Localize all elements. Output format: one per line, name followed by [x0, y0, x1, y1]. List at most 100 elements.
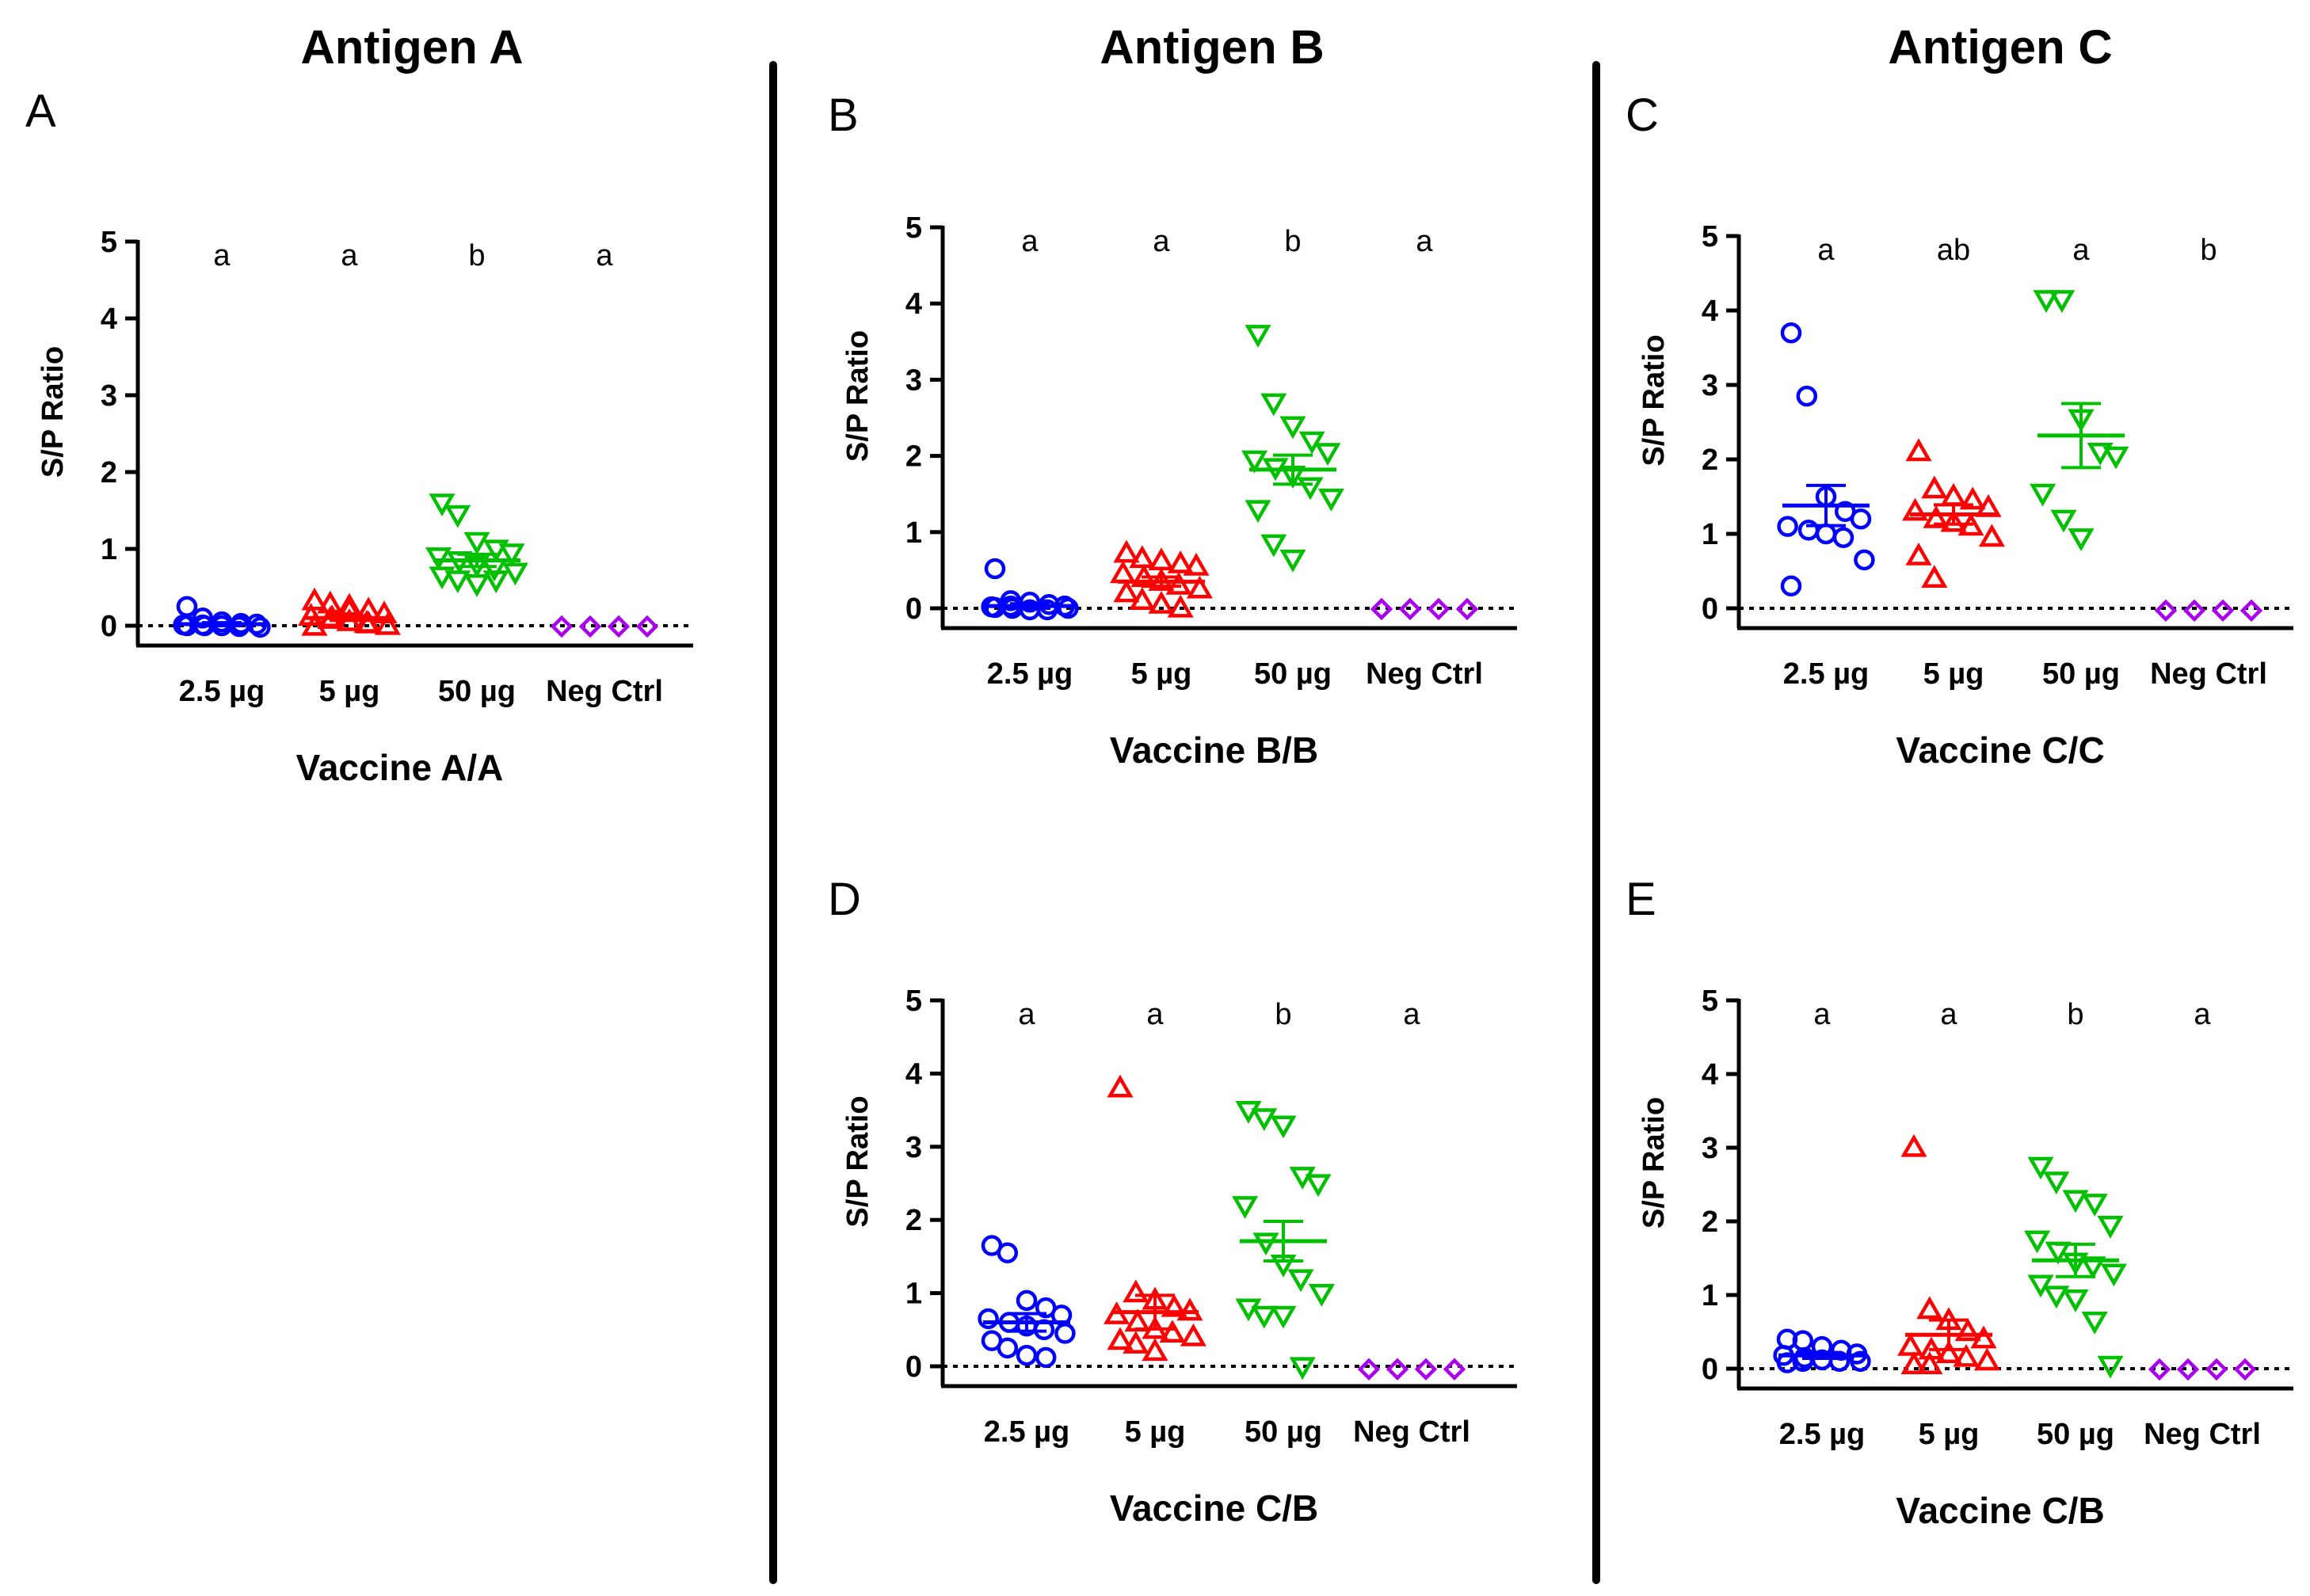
y-tick-label: 3: [905, 1131, 922, 1164]
data-point: [1129, 587, 1156, 610]
panel-e: E 0 1 2 3 4 5 S/P Ratio 2.5 µg a 5 µg a 50 µg b Neg Ct…: [1626, 874, 2293, 1531]
data-point: [2030, 483, 2057, 507]
data-point: [1251, 1108, 1278, 1132]
series-50-g: [425, 493, 528, 597]
data-point: [2182, 599, 2206, 623]
series-2-5-g: [981, 558, 1079, 621]
data-point: [1161, 1293, 1187, 1317]
series-5-g: [298, 587, 401, 636]
x-category-label: Neg Ctrl: [546, 675, 663, 708]
significance-letter: a: [596, 239, 613, 272]
data-point: [2050, 509, 2077, 533]
data-point: [2097, 1355, 2124, 1379]
series-neg-ctrl: [550, 615, 659, 638]
y-tick-label: 4: [905, 288, 922, 321]
data-point: [1270, 1305, 1297, 1329]
data-point: [1954, 1318, 1981, 1342]
data-point: [1123, 1279, 1149, 1303]
series-2-5-g: [1777, 322, 1875, 597]
y-tick-label: 4: [1702, 295, 1718, 328]
data-point: [997, 1242, 1019, 1264]
panels-group: A 0 1 2 3 4 5 S/P Ratio 2.5 µg a 5 µg a 50 µg b Neg Ct…: [25, 86, 2293, 1531]
y-tick-label: 5: [1702, 985, 1718, 1018]
data-point: [2176, 1358, 2200, 1381]
data-point: [1123, 1331, 1149, 1354]
x-category-label: 50 µg: [438, 675, 516, 708]
significance-letter: a: [2072, 234, 2090, 267]
data-point: [1297, 477, 1324, 501]
x-category-label: 5 µg: [1131, 657, 1192, 691]
panel-b: B 0 1 2 3 4 5 S/P Ratio 2.5 µg a 5 µg a 50 µg b Neg Ct…: [828, 90, 1517, 771]
data-point: [997, 1337, 1019, 1359]
significance-letter: a: [1018, 998, 1035, 1031]
series-2-5-g: [1773, 1328, 1871, 1373]
series-50-g: [2024, 1156, 2127, 1379]
data-point: [2043, 1171, 2070, 1195]
data-point: [1314, 443, 1341, 466]
significance-letter: a: [341, 239, 358, 272]
data-point: [2233, 1358, 2257, 1381]
y-axis-label: S/P Ratio: [841, 1095, 875, 1227]
x-category-label: Neg Ctrl: [1366, 657, 1483, 691]
x-category-label: Neg Ctrl: [2144, 1418, 2261, 1451]
data-point: [2100, 1263, 2127, 1287]
data-point: [1902, 497, 1929, 521]
data-point: [578, 615, 602, 638]
data-point: [2205, 1358, 2228, 1381]
y-tick-label: 4: [1702, 1058, 1718, 1091]
y-tick-label: 0: [905, 1350, 922, 1384]
y-tick-label: 2: [1702, 1206, 1718, 1239]
data-point: [1058, 597, 1079, 619]
y-tick-label: 0: [101, 610, 117, 643]
series-5-g: [1104, 1074, 1206, 1362]
series-neg-ctrl: [2154, 599, 2263, 623]
data-point: [2148, 1358, 2171, 1381]
data-point: [1232, 1196, 1259, 1219]
data-point: [1279, 549, 1306, 573]
data-point: [2062, 1190, 2089, 1213]
data-point: [2033, 290, 2060, 314]
x-axis-label: Vaccine C/B: [1110, 1487, 1318, 1529]
x-category-label: 50 µg: [2042, 657, 2120, 691]
y-tick-label: 1: [905, 1278, 922, 1311]
data-point: [550, 615, 574, 638]
data-point: [1260, 393, 1287, 417]
data-point: [978, 1308, 999, 1330]
series-50-g: [2030, 290, 2129, 551]
series-neg-ctrl: [1357, 1358, 1466, 1381]
data-point: [2154, 599, 2178, 623]
data-point: [1940, 482, 1967, 506]
data-point: [2068, 528, 2095, 551]
data-point: [1165, 571, 1192, 595]
significance-letter: a: [1416, 225, 1433, 258]
y-tick-label: 1: [1702, 518, 1718, 551]
data-point: [2062, 1289, 2089, 1312]
x-category-label: 5 µg: [1923, 657, 1984, 691]
data-point: [1251, 1305, 1278, 1329]
x-category-label: Neg Ctrl: [2150, 657, 2267, 691]
data-point: [1780, 322, 1802, 344]
data-point: [1921, 475, 1948, 499]
y-tick-label: 4: [101, 303, 117, 336]
data-point: [1186, 575, 1213, 599]
x-category-label: 2.5 µg: [984, 1415, 1070, 1449]
data-point: [1016, 1289, 1038, 1312]
column-title-antigen-a: Antigen A: [300, 21, 523, 74]
y-tick-label: 4: [905, 1057, 922, 1091]
data-point: [1167, 550, 1194, 573]
data-point: [1850, 1350, 1871, 1372]
significance-letter: a: [1813, 998, 1831, 1031]
series-neg-ctrl: [1370, 597, 1479, 621]
data-point: [635, 615, 659, 638]
significance-letter: b: [1275, 998, 1291, 1031]
data-point: [425, 547, 452, 570]
data-point: [607, 615, 631, 638]
data-point: [2239, 599, 2263, 623]
data-point: [1183, 552, 1210, 576]
data-point: [1107, 1327, 1134, 1350]
x-category-label: 50 µg: [1254, 657, 1332, 691]
data-point: [1245, 500, 1271, 524]
data-point: [2027, 1156, 2054, 1180]
data-point: [1959, 486, 1986, 510]
data-point: [2043, 1286, 2070, 1309]
